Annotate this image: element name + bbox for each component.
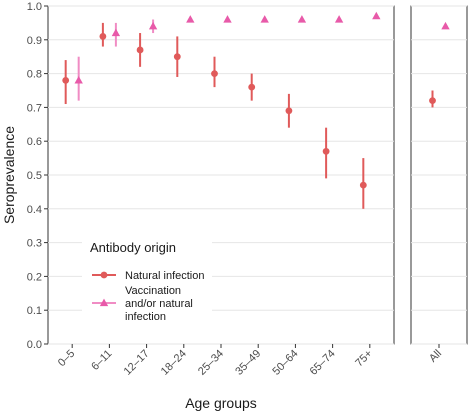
x-tick-label: All [427,348,444,365]
data-point-natural-infection [285,107,293,115]
legend-title: Antibody origin [90,240,176,255]
data-point-natural-infection [173,53,181,61]
legend-key-triangle [99,298,109,307]
y-axis-title: Seroprevalence [1,126,17,224]
x-tick-label: 75+ [353,348,375,370]
x-tick-label: 12–17 [122,348,152,378]
y-tick-label: 0.6 [27,136,42,148]
y-tick-label: 0.2 [27,271,42,283]
data-point-vaccination [186,15,195,23]
data-point-vaccination [260,15,269,23]
legend-label: Vaccination and/or natural infection [125,285,193,323]
x-tick-label: 35–49 [233,348,263,378]
x-tick-label: 50–64 [270,348,300,378]
data-point-natural-infection [62,76,70,84]
data-point-vaccination [148,21,158,30]
y-tick-label: 0.1 [27,305,42,317]
y-axis-ticks: 0.0 0.1 0.2 0.3 0.4 0.5 0.6 0.7 0.8 0.9 1.0 [27,1,48,351]
data-point-vaccination [334,15,344,23]
legend-label: Natural infection [125,270,205,282]
y-tick-label: 0.8 [27,69,42,81]
data-point-natural-infection [322,147,330,155]
data-marks [62,11,450,209]
legend: Antibody origin Natural infection Vaccina… [82,232,212,323]
y-tick-label: 0.7 [27,102,42,114]
data-point-natural-infection [136,46,144,54]
x-tick-label: 0–5 [56,348,77,369]
y-tick-label: 0.9 [27,35,42,47]
data-point-natural-infection [359,181,367,189]
data-point-vaccination [372,11,381,20]
x-tick-label: 65–74 [308,348,338,378]
data-point-vaccination [223,15,232,23]
data-point-natural-infection [429,97,436,105]
data-point-vaccination [74,75,83,84]
data-point-vaccination [297,15,307,23]
y-tick-label: 0.5 [27,170,42,182]
y-tick-label: 0.4 [27,204,42,216]
data-point-natural-infection [99,33,107,40]
y-tick-label: 0.3 [27,238,42,250]
x-axis-title: Age groups [185,395,257,411]
x-axis-ticks: 0–5 6–11 12–17 18–24 25–34 35–49 50–64 65–74 75+… [56,344,444,378]
data-point-natural-infection [211,70,218,77]
data-point-vaccination [111,28,121,37]
legend-key-circle [100,271,108,279]
y-tick-label: 0.0 [27,339,42,351]
x-tick-label: 6–11 [89,348,114,373]
x-tick-label: 18–24 [159,348,189,378]
gridlines-main [48,5,394,345]
x-tick-label: 25–34 [196,348,226,378]
data-point-vaccination [441,21,450,30]
data-point-natural-infection [248,83,256,91]
y-tick-label: 1.0 [27,1,42,13]
